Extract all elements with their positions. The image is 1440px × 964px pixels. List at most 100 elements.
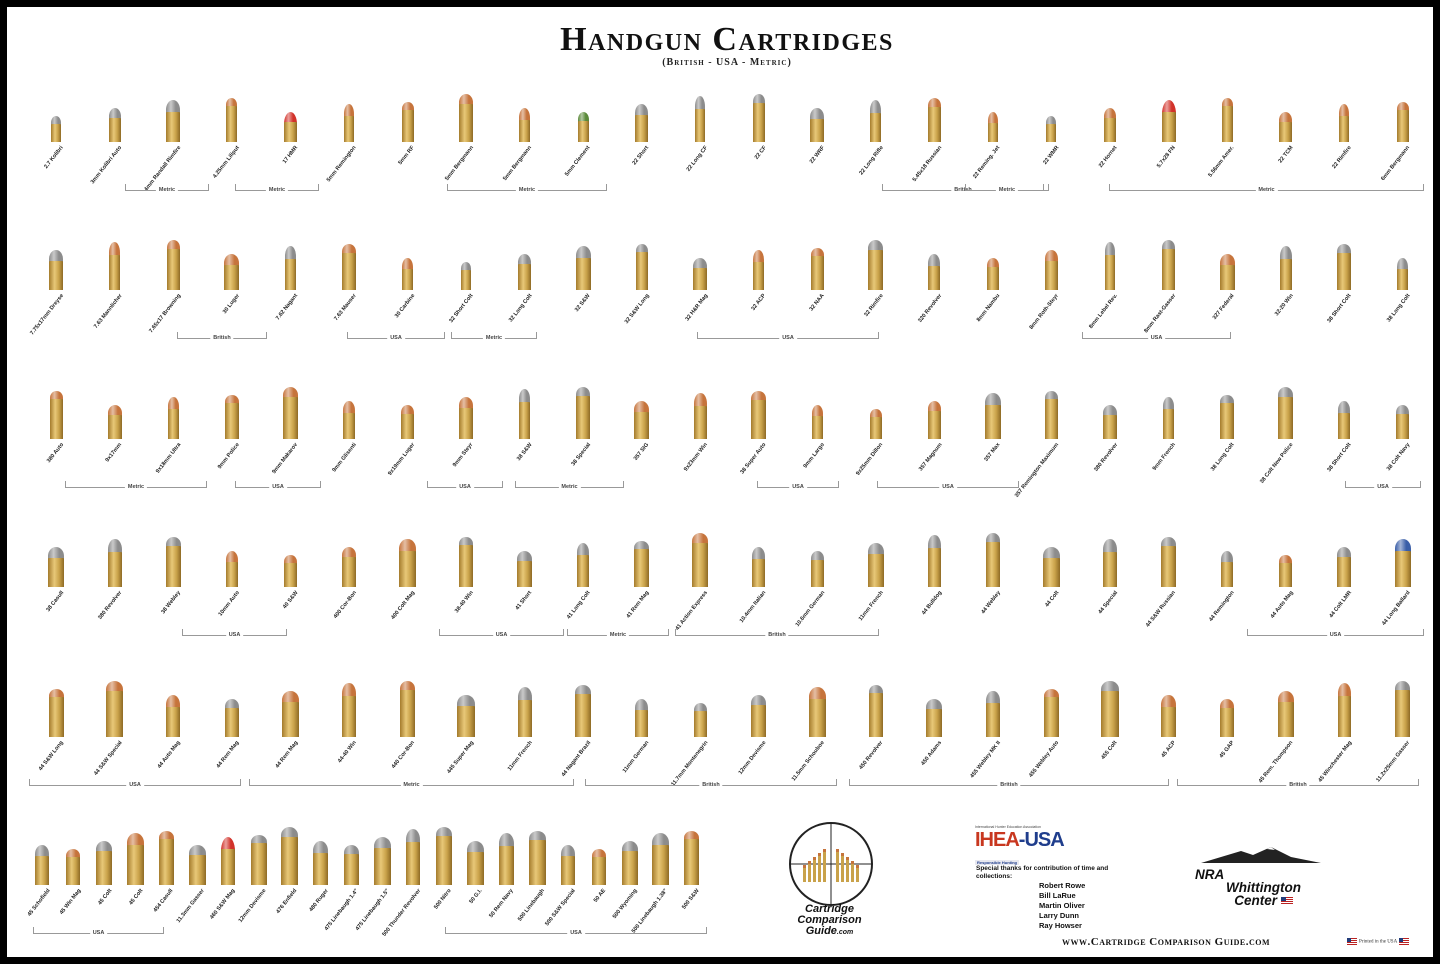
cartridge-image [1161, 100, 1176, 142]
brass-case [635, 710, 649, 737]
brass-case [692, 543, 709, 587]
contributor-name: Larry Dunn [1039, 911, 1080, 920]
bullet-tip [284, 555, 297, 565]
bullet-tip [126, 833, 144, 847]
brass-case [693, 406, 707, 439]
origin-group-bracket: USA [439, 629, 564, 638]
bullet-tip [1102, 405, 1118, 417]
bullet-tip [1162, 240, 1175, 251]
brass-case [51, 124, 62, 142]
cartridge-image [1046, 116, 1057, 142]
cartridge-image [1220, 551, 1234, 587]
cartridge-label: 6mm Bergmann [1380, 145, 1412, 183]
cartridge-label: 38 Short Colt [1326, 293, 1353, 325]
cartridge-image [1101, 681, 1119, 737]
cartridge-image [313, 841, 329, 885]
bullet-tip [985, 393, 1001, 407]
bullet-tip [225, 395, 239, 405]
cartridge-label: 41 Rem Mag [625, 590, 651, 620]
brass-case [1046, 124, 1057, 142]
cartridge-image [165, 537, 182, 587]
cartridge-image [284, 246, 297, 290]
brass-case [621, 851, 638, 885]
brass-case [1396, 110, 1409, 142]
contributor-name: Martin Oliver [1039, 901, 1085, 910]
website-url[interactable]: www.Cartridge Comparison Guide.com [1062, 936, 1271, 948]
origin-group-bracket: USA [697, 332, 879, 341]
cartridge-image [401, 102, 414, 142]
cartridge-image [49, 391, 63, 439]
brass-case [1221, 106, 1233, 142]
cartridge-label: 5mm Bergmann [502, 145, 534, 183]
cartridge-label: 475 Linebaugh 1.5" [354, 888, 392, 933]
bullet-tip [401, 102, 414, 112]
brass-case [1279, 122, 1293, 142]
brass-case [226, 106, 238, 142]
brass-case [986, 703, 1000, 737]
cartridge-image [51, 116, 62, 142]
cartridge-image [927, 98, 941, 142]
brass-case [126, 845, 144, 885]
cartridge-label: 8mm Lebel Rev. [1088, 293, 1119, 330]
bullet-tip [634, 541, 649, 551]
bullet-tip [402, 258, 413, 271]
cartridge-label: 38 Long Colt [1385, 293, 1412, 324]
brass-case [188, 855, 206, 885]
cartridge-image [342, 401, 356, 439]
cartridge-label: 450 Revolver [858, 740, 885, 771]
bullet-tip [987, 112, 998, 125]
brass-case [576, 396, 590, 439]
cartridge-image [926, 699, 943, 737]
origin-group-bracket: USA [182, 629, 287, 638]
cartridge-image [810, 108, 825, 142]
brass-case [634, 549, 649, 587]
brass-case [165, 546, 182, 587]
bullet-tip [810, 248, 824, 258]
cartridge-image [109, 242, 121, 290]
brass-case [466, 852, 484, 885]
cartridge-image [158, 831, 174, 885]
cartridge-label: 380 Auto [45, 442, 66, 465]
cartridge-label: 10.4mm Italian [739, 590, 768, 625]
cartridge-image [928, 535, 941, 587]
bullet-tip [1279, 246, 1292, 261]
origin-group-label: USA [456, 484, 474, 490]
bullet-tip [516, 551, 533, 563]
cartridge-comparison-guide-logo: Cartridge Comparison Guide.com [777, 822, 882, 947]
cartridge-label: 455 Webley Auto [1028, 740, 1061, 779]
brass-case [1279, 563, 1292, 587]
bullet-tip [457, 695, 475, 708]
cartridge-label: 11.3mm Gasser [175, 888, 206, 925]
brass-case [811, 416, 824, 439]
cartridge-label: 32 S&W [574, 293, 592, 314]
cartridge-label: 9x23mm Win [683, 442, 709, 473]
cartridge-label: 32 Rimfire [863, 293, 885, 319]
cartridge-label: 357 SIG [633, 442, 651, 462]
origin-group-label: Metric [1255, 187, 1278, 193]
bullet-tip [96, 841, 113, 853]
cartridge-image [167, 397, 180, 439]
cartridge-image [498, 833, 514, 885]
cartridge-label: 44 Special [1097, 590, 1119, 616]
origin-group-label: USA [225, 632, 244, 638]
brass-case [373, 848, 391, 885]
bullet-tip [928, 254, 941, 268]
brass-case [158, 839, 174, 885]
cartridge-label: 50 G.I. [468, 888, 484, 905]
bullet-tip [752, 94, 765, 105]
cartridge-image [868, 543, 884, 587]
cartridge-label: 9mm Largo [802, 442, 827, 470]
cartridge-label: 11.5mm Schouboe [791, 740, 827, 783]
brass-case [591, 857, 606, 885]
brass-case [436, 836, 453, 885]
cartridge-image [1102, 405, 1118, 439]
origin-group-bracket: USA [347, 332, 445, 341]
cartridge-label: 44-40 Win [336, 740, 358, 765]
cartridge-label: 22 WMR [1042, 145, 1061, 166]
brass-case [528, 840, 546, 885]
cartridge-label: 7.65x17 Browning [148, 293, 183, 335]
brass-case [399, 690, 416, 737]
brass-case [635, 115, 649, 142]
bullet-tip [344, 845, 360, 856]
cartridge-label: 38 Colt Navy [1386, 442, 1412, 473]
